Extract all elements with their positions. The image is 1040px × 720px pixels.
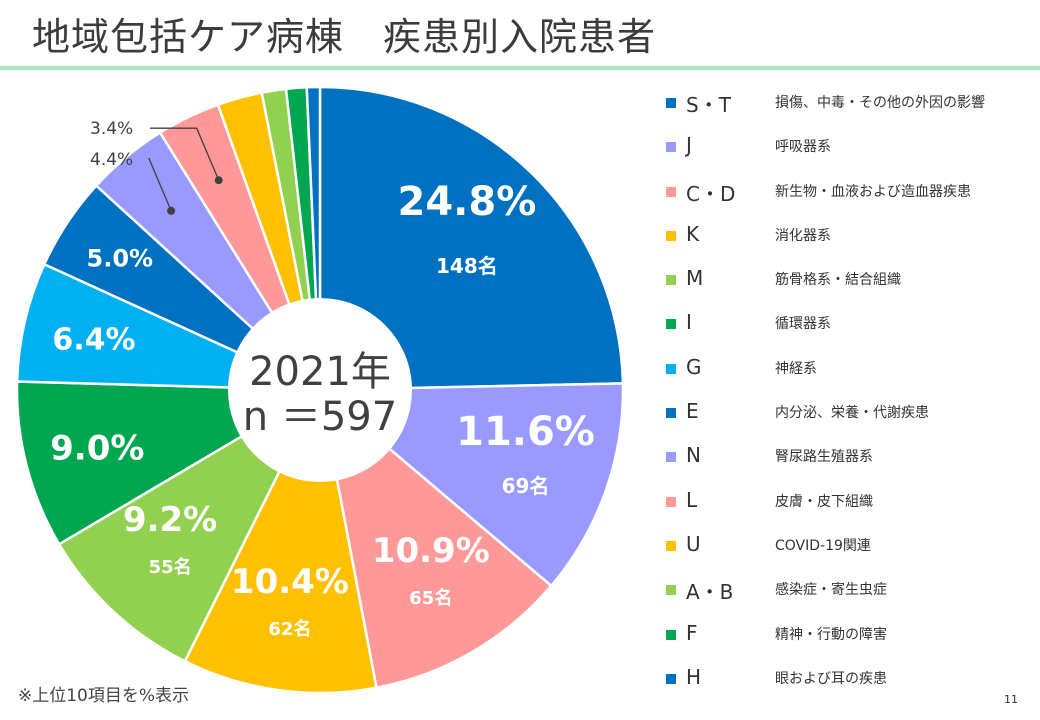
- footnote: ※上位10項目を%表示: [18, 686, 190, 706]
- legend-label: 筋骨格系・結合組織: [775, 272, 901, 289]
- legend-label: 損傷、中毒・その他の外因の影響: [775, 95, 985, 111]
- slice-percent-label: 9.2%: [123, 500, 217, 540]
- leader-dot: [167, 206, 176, 215]
- leader-line: [148, 158, 172, 212]
- legend-code: U: [686, 531, 701, 556]
- legend-label: COVID-19関連: [775, 537, 871, 554]
- legend-code: L: [686, 487, 698, 512]
- legend-label: 眼および耳の疾患: [775, 670, 887, 687]
- leader-line: [150, 127, 220, 181]
- legend-swatch: [666, 142, 676, 153]
- legend-label: 消化器系: [775, 227, 831, 244]
- legend-code: F: [686, 620, 698, 645]
- slice-c-d: [318, 386, 553, 690]
- legend-code: I: [686, 310, 692, 335]
- legend-swatch: [666, 319, 676, 330]
- slice-count-label: 55名: [149, 556, 192, 578]
- center-year-label: 2021年: [249, 349, 391, 395]
- leader-lines: [148, 127, 223, 215]
- legend-swatch: [666, 452, 676, 463]
- legend-code: A・B: [686, 580, 734, 605]
- legend-label: 循環器系: [775, 316, 831, 333]
- legend-swatch: [666, 629, 676, 640]
- slice-m: [57, 386, 324, 663]
- legend-item: M 筋骨格系・結合組織: [664, 257, 1034, 301]
- legend-code: C・D: [686, 181, 736, 206]
- legend-item: N 腎尿路生殖器系: [664, 434, 1034, 478]
- legend-label: 内分泌、栄養・代謝疾患: [775, 405, 929, 422]
- leader-dot: [214, 176, 223, 185]
- donut-chart: 24.8% 148名 11.6% 69名 10.9% 65名 10.4% 62名 9.2% 55名…: [15, 85, 625, 695]
- slice-percent-label: 9.0%: [50, 429, 144, 469]
- legend-swatch: [666, 496, 676, 507]
- legend-code: H: [686, 664, 702, 689]
- page-title: 地域包括ケア病棟 疾患別入院患者: [32, 15, 657, 59]
- slice-percent-label-outside: 4.4%: [90, 150, 133, 170]
- legend-item: E 内分泌、栄養・代謝疾患: [664, 390, 1034, 434]
- slice-percent-label: 10.9%: [372, 531, 490, 571]
- legend-item: C・D 新生物・血液および造血器疾患: [664, 169, 1034, 213]
- slice-count-label: 65名: [409, 587, 452, 609]
- legend-swatch: [666, 230, 676, 241]
- slice-percent-label: 24.8%: [398, 179, 537, 225]
- slice-s-t: [318, 85, 625, 392]
- legend-swatch: [666, 275, 676, 286]
- legend-item: L 皮膚・皮下組織: [664, 479, 1034, 523]
- legend-swatch: [666, 585, 676, 596]
- legend-swatch: [666, 673, 676, 684]
- slice-percent-label: 10.4%: [231, 562, 349, 602]
- legend-code: E: [686, 399, 699, 424]
- slice-count-label: 69名: [502, 474, 550, 498]
- slice-labels: 24.8% 148名 11.6% 69名 10.9% 65名 10.4% 62名 9.2% 55名…: [50, 119, 595, 640]
- legend-label: 腎尿路生殖器系: [775, 449, 873, 466]
- legend-swatch: [666, 408, 676, 419]
- legend-label: 精神・行動の障害: [775, 626, 887, 643]
- legend-code: N: [686, 443, 701, 468]
- slice-percent-label: 6.4%: [52, 323, 135, 358]
- legend-code: J: [686, 133, 692, 158]
- slice-count-label: 62名: [268, 618, 311, 640]
- legend-code: M: [686, 266, 704, 291]
- legend-code: S・T: [686, 93, 731, 117]
- slice-percent-label: 5.0%: [87, 245, 154, 273]
- legend-item: A・B 感染症・寄生虫症: [664, 567, 1034, 611]
- legend-code: G: [686, 354, 702, 379]
- legend-item: U COVID-19関連: [664, 523, 1034, 567]
- legend-item: S・T 損傷、中毒・その他の外因の影響: [664, 80, 1034, 124]
- legend-label: 神経系: [775, 360, 817, 377]
- legend-item: F 精神・行動の障害: [664, 612, 1034, 656]
- legend-label: 皮膚・皮下組織: [775, 493, 873, 510]
- center-n-label: n ＝597: [243, 394, 397, 440]
- legend-code: K: [686, 221, 700, 246]
- title-underline: [0, 66, 1040, 70]
- legend-item: J 呼吸器系: [664, 124, 1034, 168]
- legend-label: 感染症・寄生虫症: [775, 582, 887, 599]
- donut-hole: [228, 298, 412, 482]
- legend-swatch: [666, 98, 676, 108]
- chart-legend: S・T 損傷、中毒・その他の外因の影響 J 呼吸器系 C・D 新生物・血液および造血器疾患…: [664, 80, 1034, 700]
- legend-item: H 眼および耳の疾患: [664, 656, 1034, 700]
- slice-percent-label: 11.6%: [456, 409, 595, 455]
- slice-count-label: 148名: [436, 254, 498, 278]
- legend-item: G 神経系: [664, 346, 1034, 390]
- legend-label: 新生物・血液および造血器疾患: [775, 183, 971, 200]
- slice-percent-label-outside: 3.4%: [90, 119, 133, 139]
- legend-swatch: [666, 540, 676, 551]
- page-number: 11: [1004, 693, 1018, 706]
- legend-swatch: [666, 186, 676, 197]
- legend-item: I 循環器系: [664, 301, 1034, 345]
- legend-item: K 消化器系: [664, 213, 1034, 257]
- legend-label: 呼吸器系: [775, 139, 831, 156]
- legend-swatch: [666, 363, 676, 374]
